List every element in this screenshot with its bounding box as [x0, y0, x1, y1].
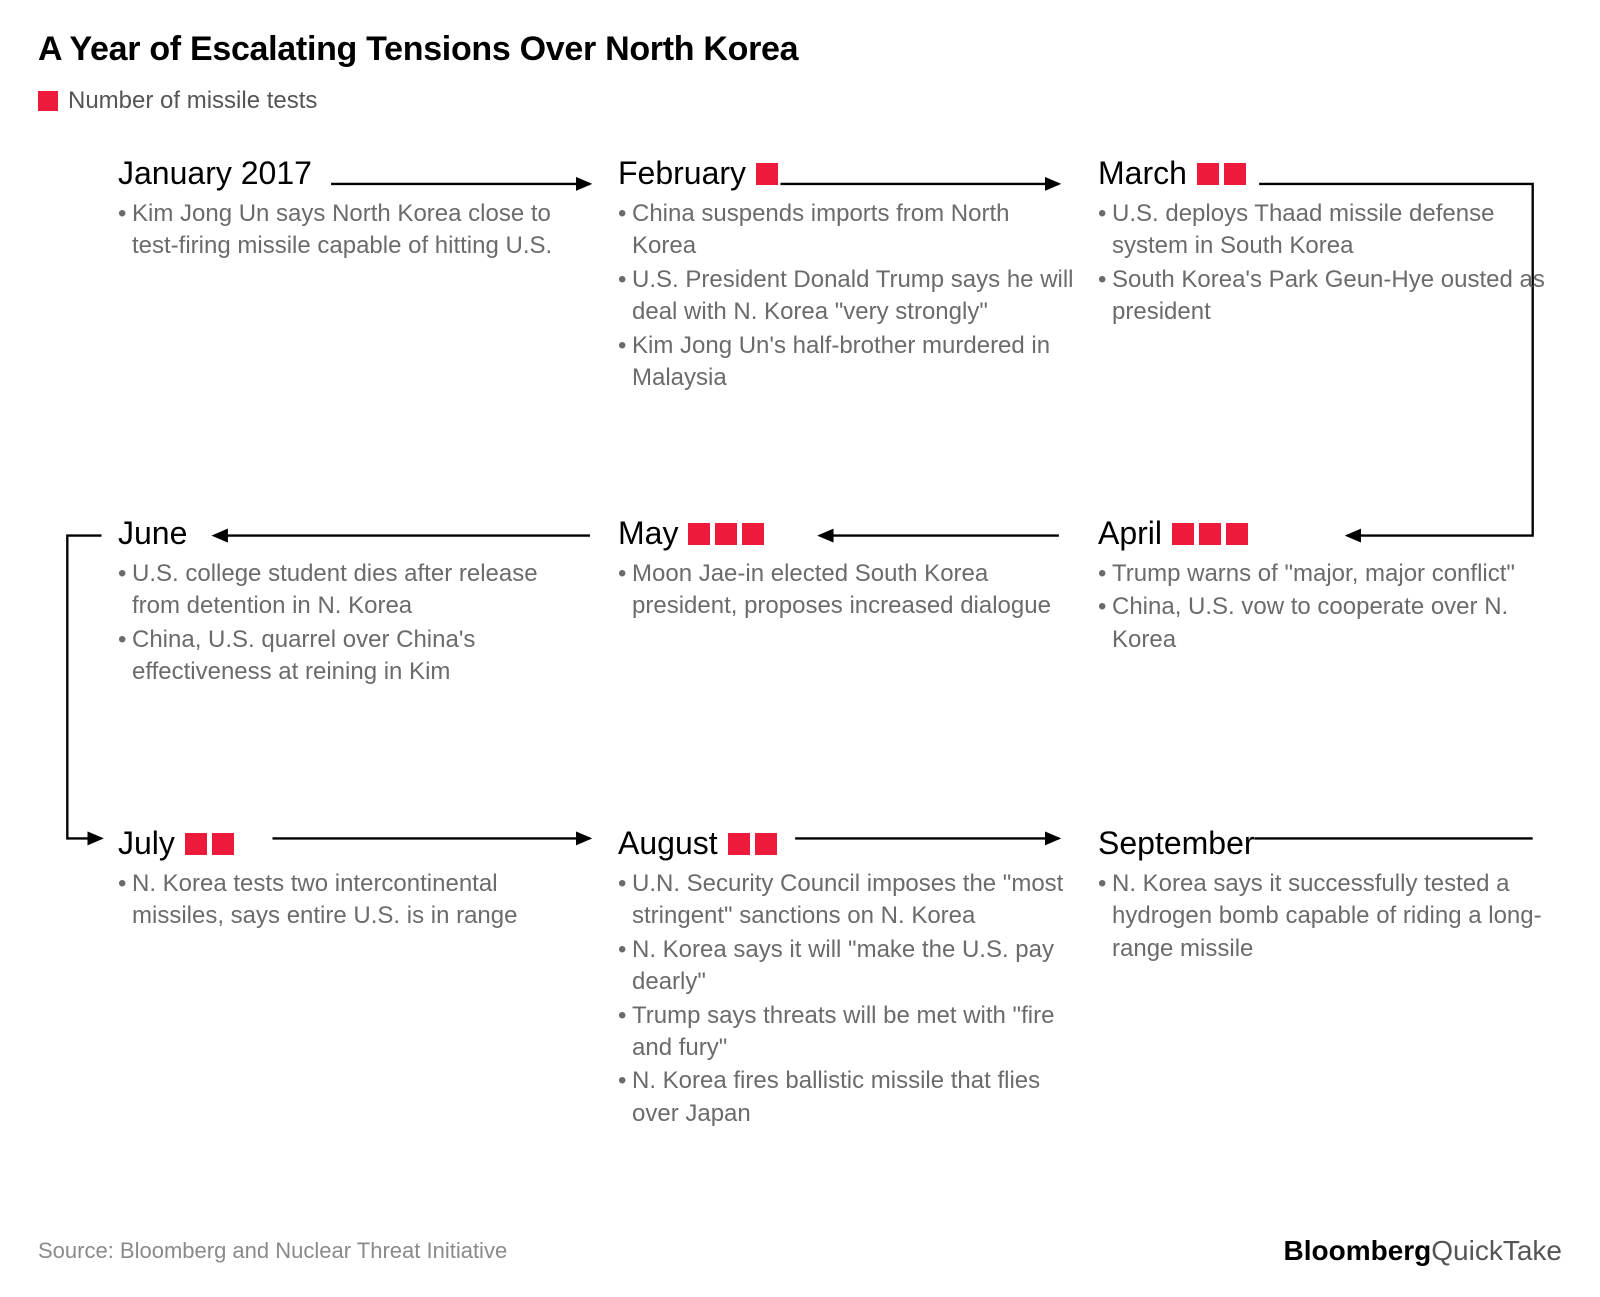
month-label: June [118, 515, 187, 552]
cell-header: June [118, 515, 578, 552]
event-bullet: Kim Jong Un says North Korea close to te… [118, 198, 578, 263]
event-bullet: Trump warns of "major, major conflict" [1098, 558, 1558, 590]
event-bullets: N. Korea says it successfully tested a h… [1098, 868, 1558, 965]
event-bullet: U.S. deploys Thaad missile defense syste… [1098, 198, 1558, 263]
timeline-cell-may: May Moon Jae-in elected South Korea presi… [618, 515, 1078, 624]
missile-test-icon [1224, 163, 1246, 185]
month-label: July [118, 825, 175, 862]
missile-test-squares [728, 833, 777, 855]
cell-header: May [618, 515, 1078, 552]
timeline-grid: January 2017 Kim Jong Un says North Korea… [38, 155, 1562, 1135]
missile-test-icon [742, 523, 764, 545]
cell-header: January 2017 [118, 155, 578, 192]
chart-title: A Year of Escalating Tensions Over North… [38, 30, 1562, 69]
brand-bold: Bloomberg [1284, 1235, 1432, 1266]
event-bullet: U.S. college student dies after release … [118, 558, 578, 623]
timeline-cell-jul: July N. Korea tests two intercontinental … [118, 825, 578, 934]
event-bullets: N. Korea tests two intercontinental miss… [118, 868, 578, 933]
missile-test-icon [212, 833, 234, 855]
flow-arrow [67, 536, 101, 839]
missile-test-icon [728, 833, 750, 855]
event-bullets: U.S. college student dies after release … [118, 558, 578, 689]
event-bullet: China, U.S. quarrel over China's effecti… [118, 624, 578, 689]
cell-header: March [1098, 155, 1558, 192]
event-bullets: Kim Jong Un says North Korea close to te… [118, 198, 578, 263]
timeline-cell-mar: March U.S. deploys Thaad missile defense … [1098, 155, 1558, 330]
missile-test-icon [1199, 523, 1221, 545]
event-bullets: Trump warns of "major, major conflict"Ch… [1098, 558, 1558, 656]
event-bullet: N. Korea tests two intercontinental miss… [118, 868, 578, 933]
missile-test-icon [688, 523, 710, 545]
footer: Source: Bloomberg and Nuclear Threat Ini… [38, 1235, 1562, 1267]
event-bullets: U.N. Security Council imposes the "most … [618, 868, 1078, 1130]
event-bullet: China suspends imports from North Korea [618, 198, 1078, 263]
missile-test-squares [1172, 523, 1248, 545]
timeline-cell-apr: April Trump warns of "major, major confli… [1098, 515, 1558, 657]
brand-light: QuickTake [1431, 1235, 1562, 1266]
missile-test-icon [756, 163, 778, 185]
cell-header: September [1098, 825, 1558, 862]
source-text: Source: Bloomberg and Nuclear Threat Ini… [38, 1238, 507, 1264]
cell-header: February [618, 155, 1078, 192]
event-bullets: China suspends imports from North KoreaU… [618, 198, 1078, 394]
event-bullet: South Korea's Park Geun-Hye ousted as pr… [1098, 264, 1558, 329]
month-label: January 2017 [118, 155, 312, 192]
missile-test-squares [688, 523, 764, 545]
event-bullet: Trump says threats will be met with "fir… [618, 1000, 1078, 1065]
missile-test-squares [1197, 163, 1246, 185]
missile-test-icon [715, 523, 737, 545]
event-bullet: China, U.S. vow to cooperate over N. Kor… [1098, 591, 1558, 656]
event-bullet: U.N. Security Council imposes the "most … [618, 868, 1078, 933]
cell-header: July [118, 825, 578, 862]
event-bullet: Moon Jae-in elected South Korea presiden… [618, 558, 1078, 623]
month-label: September [1098, 825, 1255, 862]
missile-test-icon [755, 833, 777, 855]
month-label: August [618, 825, 718, 862]
brand-logo: BloombergQuickTake [1284, 1235, 1563, 1267]
event-bullet: Kim Jong Un's half-brother murdered in M… [618, 330, 1078, 395]
month-label: April [1098, 515, 1162, 552]
legend: Number of missile tests [38, 87, 1562, 115]
event-bullet: U.S. President Donald Trump says he will… [618, 264, 1078, 329]
legend-label: Number of missile tests [68, 87, 317, 115]
event-bullets: Moon Jae-in elected South Korea presiden… [618, 558, 1078, 623]
event-bullet: N. Korea says it will "make the U.S. pay… [618, 934, 1078, 999]
missile-test-squares [185, 833, 234, 855]
timeline-cell-jun: June U.S. college student dies after rele… [118, 515, 578, 690]
month-label: February [618, 155, 746, 192]
cell-header: August [618, 825, 1078, 862]
event-bullet: N. Korea says it successfully tested a h… [1098, 868, 1558, 965]
missile-test-icon [1226, 523, 1248, 545]
missile-test-icon [1172, 523, 1194, 545]
timeline-cell-sep: September N. Korea says it successfully t… [1098, 825, 1558, 966]
missile-test-icon [1197, 163, 1219, 185]
event-bullet: N. Korea fires ballistic missile that fl… [618, 1065, 1078, 1130]
timeline-cell-aug: August U.N. Security Council imposes the … [618, 825, 1078, 1131]
legend-square-icon [38, 91, 58, 111]
timeline-cell-feb: February China suspends imports from Nort… [618, 155, 1078, 395]
month-label: March [1098, 155, 1187, 192]
missile-test-icon [185, 833, 207, 855]
missile-test-squares [756, 163, 778, 185]
month-label: May [618, 515, 678, 552]
event-bullets: U.S. deploys Thaad missile defense syste… [1098, 198, 1558, 329]
timeline-cell-jan: January 2017 Kim Jong Un says North Korea… [118, 155, 578, 264]
cell-header: April [1098, 515, 1558, 552]
